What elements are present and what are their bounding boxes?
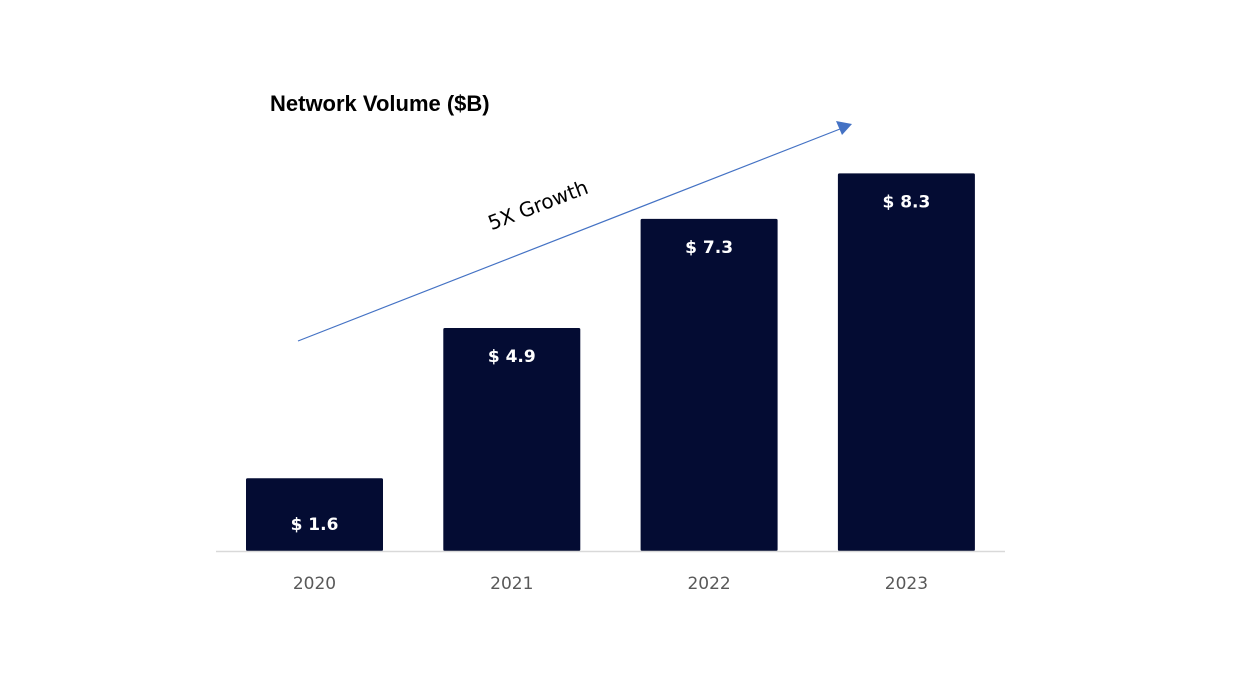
x-tick-labels: 2020 2021 2022 2023 bbox=[293, 574, 928, 594]
bar-2020 bbox=[246, 478, 383, 551]
x-tick-2022: 2022 bbox=[687, 574, 730, 594]
x-tick-2021: 2021 bbox=[490, 574, 533, 594]
data-label-2020: $ 1.6 bbox=[291, 515, 339, 535]
x-tick-2020: 2020 bbox=[293, 574, 336, 594]
bar-2021 bbox=[443, 328, 581, 551]
bars-group: $ 1.6 $ 4.9 $ 7.3 $ 8.3 bbox=[246, 173, 975, 551]
data-label-2022: $ 7.3 bbox=[685, 238, 733, 258]
bar-2023 bbox=[837, 173, 975, 551]
growth-arrow-line bbox=[297, 128, 841, 342]
growth-annotation: 5X Growth bbox=[485, 175, 592, 235]
bar-2022 bbox=[640, 218, 778, 551]
x-tick-2023: 2023 bbox=[885, 574, 928, 594]
chart-title: Network Volume ($B) bbox=[270, 91, 490, 116]
growth-arrow-head bbox=[836, 121, 852, 135]
data-label-2023: $ 8.3 bbox=[882, 192, 930, 212]
data-label-2021: $ 4.9 bbox=[488, 347, 536, 367]
